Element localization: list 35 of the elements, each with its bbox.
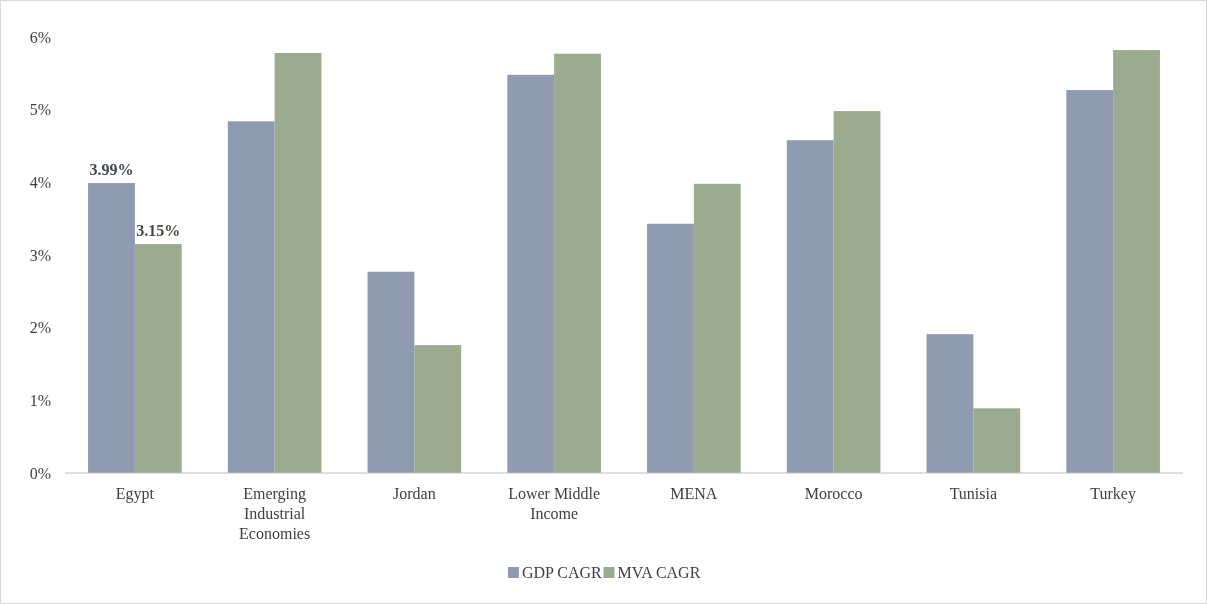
x-tick-label: Lower Middle Income [508, 485, 601, 522]
bar [647, 223, 694, 473]
bar [507, 74, 555, 473]
y-tick-label: 3% [29, 246, 51, 264]
x-tick-label: Morocco [804, 485, 863, 502]
bar [367, 271, 415, 473]
y-tick-label: 1% [29, 391, 51, 409]
y-tick-label: 5% [29, 101, 51, 119]
y-tick-label: 4% [29, 173, 51, 191]
bar [88, 183, 135, 473]
bar [693, 183, 741, 473]
y-tick-label: 2% [29, 319, 51, 337]
bar [786, 140, 834, 473]
bar [134, 244, 182, 473]
bar [414, 345, 462, 473]
y-tick-label: 0% [29, 464, 51, 482]
bar [973, 408, 1021, 473]
bar [554, 53, 601, 473]
bar [227, 121, 275, 473]
x-tick-label: Turkey [1090, 485, 1136, 503]
bar [1066, 90, 1114, 473]
legend-label: GDP CAGR [521, 564, 603, 581]
bar [926, 334, 974, 473]
x-tick-label: Egypt [115, 485, 155, 503]
bar [274, 52, 322, 473]
x-tick-label: Emerging Industrial Economies [239, 485, 311, 542]
legend-label: MVA CAGR [617, 564, 701, 581]
bar [1113, 50, 1160, 473]
data-label: 3.99% [89, 161, 134, 179]
x-tick-label: Tunisia [949, 485, 998, 502]
x-tick-label: Jordan [393, 485, 436, 502]
y-tick-label: 6% [29, 28, 51, 46]
bar [833, 111, 881, 473]
data-label: 3.15% [136, 222, 181, 240]
x-tick-label: MENA [670, 485, 718, 502]
